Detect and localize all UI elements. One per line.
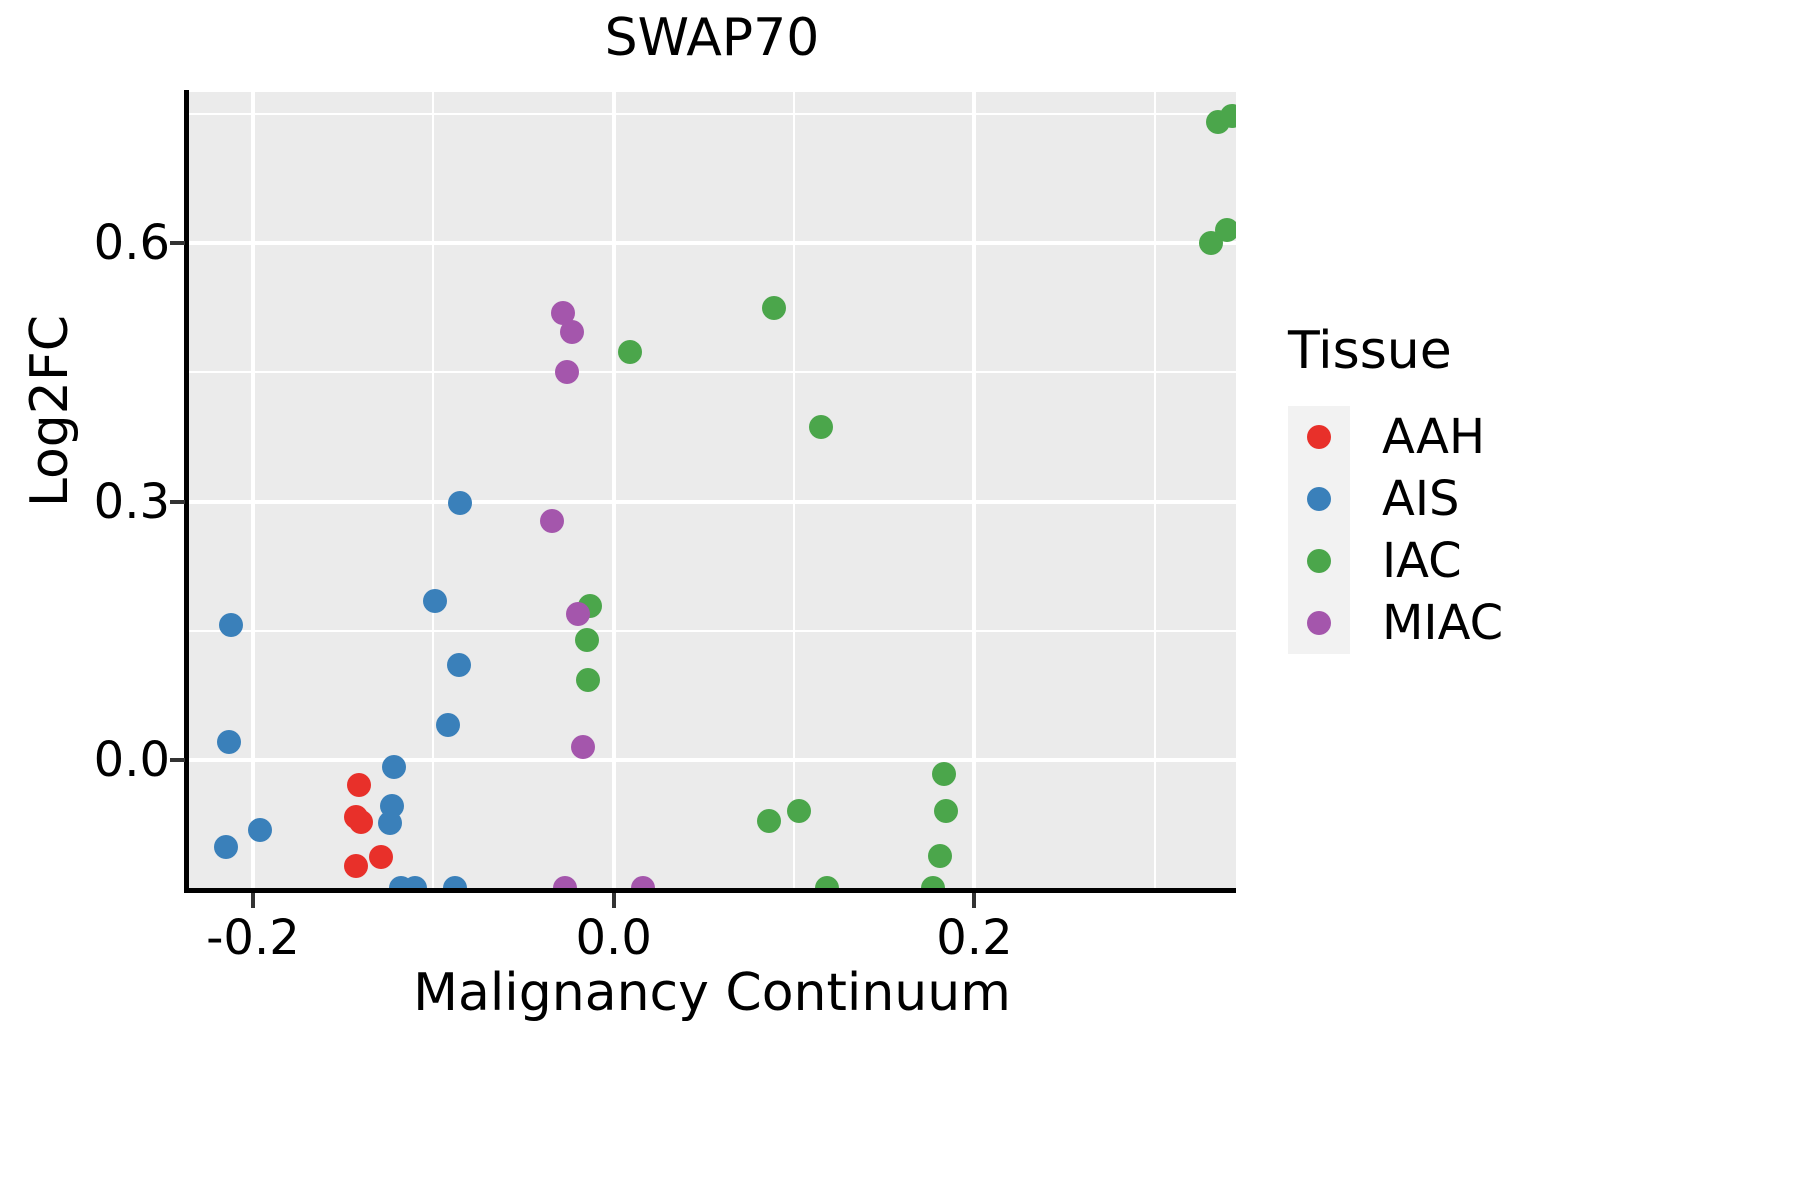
legend-item-label: AIS: [1382, 471, 1460, 527]
data-point-ais: [213, 834, 238, 859]
data-point-miac: [565, 601, 590, 626]
legend-key-swatch: [1288, 468, 1350, 530]
y-axis-line: [184, 90, 189, 890]
plot-panel: [188, 92, 1236, 888]
data-point-miac: [540, 509, 565, 534]
data-point-iac: [1214, 217, 1236, 242]
legend-key-swatch: [1288, 406, 1350, 468]
gridline-major-horizontal: [188, 758, 1236, 763]
data-point-miac: [560, 319, 585, 344]
data-point-ais: [217, 730, 242, 755]
y-axis-tick-label: 0.0: [93, 732, 170, 789]
data-point-miac: [552, 876, 577, 888]
data-point-miac: [554, 360, 579, 385]
data-point-ais: [423, 588, 448, 613]
gridline-minor-vertical: [1153, 92, 1156, 888]
data-point-aah: [369, 844, 393, 869]
data-point-ais: [381, 755, 406, 780]
data-point-miac: [630, 876, 655, 888]
data-point-aah: [349, 810, 374, 835]
data-point-iac: [931, 762, 956, 787]
data-point-ais: [219, 612, 244, 637]
y-axis-tick: [170, 499, 185, 504]
legend-title: Tissue: [1288, 321, 1452, 381]
legend-item-label: IAC: [1382, 533, 1462, 589]
x-axis-tick: [250, 893, 255, 908]
x-axis-tick-label: 0.2: [936, 910, 1013, 966]
legend-dot-icon: [1307, 425, 1331, 449]
y-axis-tick-label: 0.6: [93, 214, 170, 271]
data-point-iac: [933, 799, 958, 824]
legend-item-ais[interactable]: AIS: [1288, 468, 1728, 530]
y-axis-tick: [170, 240, 185, 245]
data-point-iac: [809, 415, 834, 440]
data-point-ais: [378, 811, 403, 836]
x-axis-tick: [611, 893, 616, 908]
data-point-ais: [248, 818, 273, 843]
data-point-ais: [435, 713, 460, 737]
legend-dot-icon: [1307, 549, 1331, 573]
x-axis-line: [184, 888, 1236, 893]
gridline-minor-vertical: [432, 92, 435, 888]
page-title: SWAP70: [604, 8, 820, 68]
y-axis-tick-label: 0.3: [93, 473, 170, 530]
x-axis-tick: [972, 893, 977, 908]
data-point-iac: [576, 668, 601, 693]
gridline-major-horizontal: [188, 240, 1236, 245]
gridline-minor-horizontal: [188, 371, 1236, 374]
legend-item-iac[interactable]: IAC: [1288, 530, 1728, 592]
legend-item-miac[interactable]: MIAC: [1288, 592, 1728, 654]
legend: Tissue AAH AIS IAC MIAC: [1288, 320, 1728, 654]
data-point-ais: [448, 490, 473, 515]
y-axis-tick: [170, 758, 185, 763]
gridline-major-horizontal: [188, 499, 1236, 504]
gridline-major-vertical: [250, 92, 255, 888]
data-point-aah: [343, 853, 368, 878]
data-point-ais: [403, 876, 428, 888]
y-axis-title: Log2FC: [20, 314, 80, 508]
gridline-major-vertical: [972, 92, 977, 888]
data-point-iac: [756, 808, 781, 833]
gridline-minor-horizontal: [188, 112, 1236, 115]
data-point-iac: [928, 844, 953, 869]
x-axis-title: Malignancy Continuum: [413, 963, 1011, 1023]
data-point-iac: [762, 296, 787, 321]
data-point-iac: [1220, 104, 1236, 129]
data-point-iac: [787, 799, 812, 824]
x-axis-tick-label: -0.2: [206, 910, 300, 966]
data-point-ais: [446, 653, 471, 678]
data-point-ais: [442, 876, 467, 888]
data-point-aah: [347, 773, 372, 798]
gridline-minor-vertical: [793, 92, 796, 888]
data-point-iac: [574, 628, 599, 653]
legend-item-label: MIAC: [1382, 595, 1504, 651]
data-point-miac: [571, 734, 596, 759]
legend-items: AAH AIS IAC MIAC: [1288, 406, 1728, 654]
data-point-iac: [617, 340, 642, 365]
gridline-minor-horizontal: [188, 630, 1236, 632]
legend-dot-icon: [1307, 487, 1331, 511]
gridline-major-vertical: [611, 92, 616, 888]
data-point-iac: [814, 876, 839, 888]
x-axis-tick-label: 0.0: [575, 910, 652, 966]
legend-key-swatch: [1288, 592, 1350, 654]
data-point-iac: [920, 876, 945, 888]
legend-item-aah[interactable]: AAH: [1288, 406, 1728, 468]
legend-key-swatch: [1288, 530, 1350, 592]
legend-dot-icon: [1307, 611, 1331, 635]
legend-item-label: AAH: [1382, 409, 1486, 465]
